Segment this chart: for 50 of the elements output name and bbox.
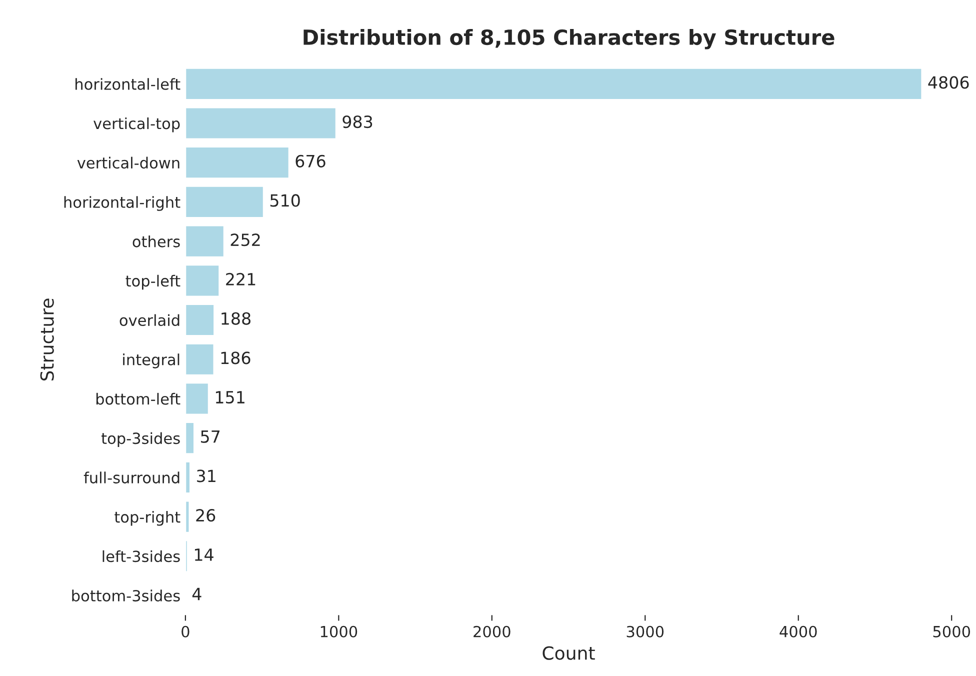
x-tick-label: 5000 [933,626,970,638]
bar [185,224,225,258]
x-tick-label: 0 [182,626,190,638]
y-tick-label: bottom-left [96,392,180,405]
data-label: 14 [194,548,214,561]
bar [185,500,190,534]
chart-title: Distribution of 8,105 Characters by Structure [304,28,834,50]
y-tick-label: horizontal-right [64,196,180,211]
bar [185,264,220,298]
x-axis-title: Count [542,646,595,660]
bar [185,304,215,336]
y-tick-label: top-left [126,274,180,290]
data-label: 188 [222,312,250,325]
y-tick-label: vertical-top [94,117,180,132]
y-tick-label: full-surround [84,472,180,484]
data-label: 4 [192,588,202,600]
y-tick-label: top-3sides [101,432,180,448]
bar [185,67,923,100]
x-tick-label: 4000 [780,626,817,638]
data-label: 510 [270,194,300,207]
y-tick-label: horizontal-left [76,78,180,90]
data-label: 186 [221,352,250,364]
y-tick-label: overlaid [120,314,180,326]
y-tick-label: others [132,236,180,248]
data-label: 676 [296,154,326,168]
data-label: 31 [197,470,216,482]
bar [185,106,337,140]
data-label: 57 [201,430,220,443]
data-label: 252 [230,234,260,246]
data-label: 983 [342,115,372,128]
data-label: 151 [216,391,244,404]
x-tick-label: 1000 [320,626,358,638]
y-tick-label: left-3sides [102,550,180,562]
bar [185,146,290,180]
x-tick-label: 2000 [474,626,510,638]
y-tick-label: integral [123,354,180,368]
bar [185,342,215,376]
data-label: 4806 [928,76,969,89]
bar [185,460,191,494]
bar [185,382,210,416]
y-axis-title: Structure [40,298,54,380]
bar [185,186,264,218]
data-label: 26 [196,509,216,522]
y-tick-label: bottom-3sides [72,590,180,602]
bar [185,540,188,573]
data-label: 221 [226,272,256,286]
y-tick-label: vertical-down [77,156,180,169]
y-tick-label: top-right [114,510,180,526]
bar [185,422,195,455]
x-tick-label: 3000 [626,626,664,638]
